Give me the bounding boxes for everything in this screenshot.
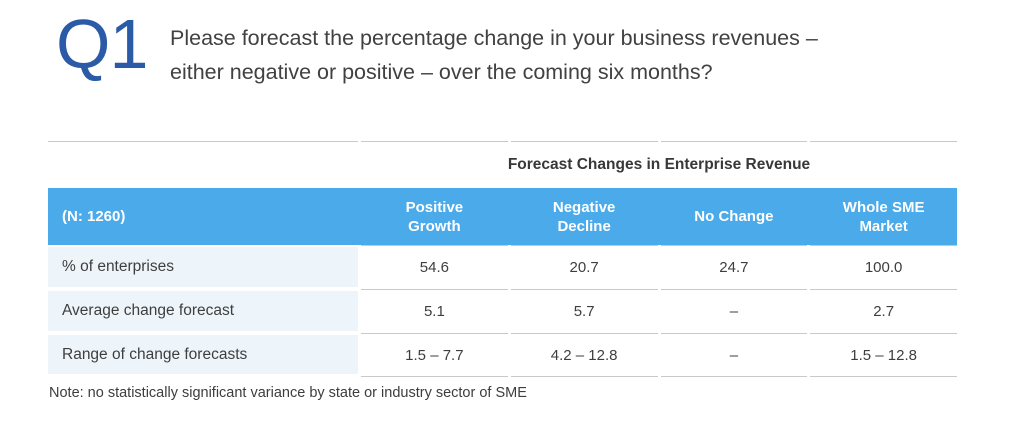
cell-value: – bbox=[660, 289, 808, 333]
cell-value: 5.1 bbox=[361, 289, 508, 333]
cell-value: 1.5 – 12.8 bbox=[810, 333, 957, 377]
table-header-row: (N: 1260) Positive Growth Negative Decli… bbox=[48, 188, 957, 245]
cell-value: 1.5 – 7.7 bbox=[361, 333, 508, 377]
row-label: % of enterprises bbox=[48, 245, 358, 289]
column-header-no-change: No Change bbox=[694, 208, 774, 225]
cell-value: 5.7 bbox=[510, 289, 658, 333]
question-number: Q1 bbox=[56, 5, 148, 83]
column-header-negative-decline: Negative Decline bbox=[552, 198, 616, 235]
cell-value: 24.7 bbox=[660, 245, 808, 289]
question-text: Please forecast the percentage change in… bbox=[170, 21, 818, 89]
cell-value: 100.0 bbox=[810, 245, 957, 289]
rule-segment bbox=[810, 141, 957, 142]
row-label: Average change forecast bbox=[48, 289, 358, 333]
table-note: Note: no statistically significant varia… bbox=[49, 385, 527, 401]
cell-value: 20.7 bbox=[510, 245, 658, 289]
rule-segment bbox=[48, 141, 358, 142]
table-row: Average change forecast 5.1 5.7 – 2.7 bbox=[48, 289, 957, 333]
rule-segment bbox=[510, 141, 658, 142]
table-title-row: Forecast Changes in Enterprise Revenue bbox=[48, 142, 957, 188]
row-label: Range of change forecasts bbox=[48, 333, 358, 377]
column-header-positive-growth: Positive Growth bbox=[405, 198, 464, 235]
cell-value: 54.6 bbox=[361, 245, 508, 289]
question-line-2: either negative or positive – over the c… bbox=[170, 60, 713, 84]
header-sample-size: (N: 1260) bbox=[62, 208, 126, 225]
cell-value: – bbox=[660, 333, 808, 377]
table-row: Range of change forecasts 1.5 – 7.7 4.2 … bbox=[48, 333, 957, 377]
rule-segment bbox=[660, 141, 808, 142]
cell-value: 2.7 bbox=[810, 289, 957, 333]
question-line-1: Please forecast the percentage change in… bbox=[170, 26, 818, 50]
table-top-rule bbox=[48, 141, 957, 142]
column-header-whole-sme-market: Whole SME Market bbox=[842, 198, 925, 235]
forecast-table: Forecast Changes in Enterprise Revenue (… bbox=[48, 141, 957, 401]
cell-value: 4.2 – 12.8 bbox=[510, 333, 658, 377]
table-title: Forecast Changes in Enterprise Revenue bbox=[507, 156, 811, 173]
table-row: % of enterprises 54.6 20.7 24.7 100.0 bbox=[48, 245, 957, 289]
rule-segment bbox=[361, 141, 508, 142]
